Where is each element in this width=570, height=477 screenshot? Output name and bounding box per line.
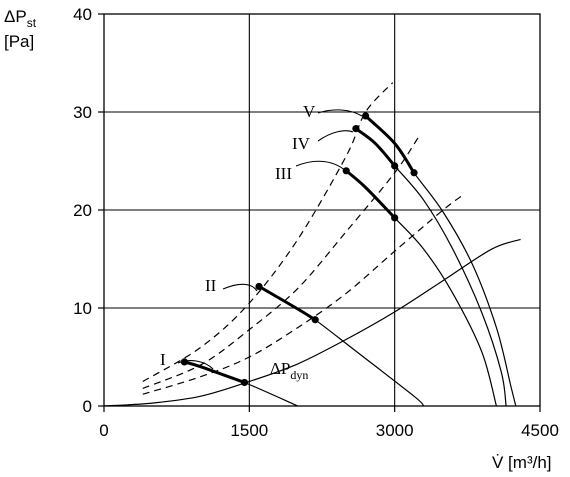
operating-point: [352, 125, 360, 133]
x-tick-label: 3000: [376, 421, 414, 440]
operating-point: [255, 282, 263, 291]
fan-curve-label-V: V: [303, 102, 316, 121]
dynamic-pressure-subscript: dyn: [290, 368, 308, 382]
operating-point: [391, 214, 399, 222]
leader-line: [317, 130, 354, 142]
operating-point: [410, 169, 418, 177]
tick-labels: 0 1500 3000 4500 0 10 20 30 40: [73, 5, 559, 440]
y-tick-label: 0: [83, 397, 92, 416]
operating-point: [180, 358, 189, 366]
operating-point: [362, 112, 370, 120]
x-axis-label: V̇ [m³/h]: [492, 453, 552, 472]
system-curve: [142, 194, 463, 395]
operating-range-IV: [355, 127, 396, 167]
fan-curves: [180, 112, 517, 407]
leader-line: [317, 109, 363, 117]
fan-curve-IV: [355, 128, 507, 407]
leader-line: [295, 160, 349, 174]
y-axis-subscript: st: [27, 16, 37, 30]
y-tick-label: 10: [73, 299, 92, 318]
operating-point: [391, 162, 399, 170]
x-tick-label: 1500: [230, 421, 268, 440]
y-tick-label: 40: [73, 5, 92, 24]
y-axis-label: ΔPst: [4, 7, 37, 30]
fan-curve-II: [258, 285, 425, 407]
dynamic-pressure-line: [103, 238, 521, 407]
x-tick-label: 0: [99, 421, 108, 440]
dynamic-pressure-curve: [103, 238, 521, 407]
fan-curve-III: [345, 170, 497, 407]
leader-line: [222, 283, 258, 292]
fan-curve-label-III: III: [275, 164, 292, 183]
operating-range-II: [258, 285, 316, 322]
system-curves: [142, 82, 463, 395]
operating-point: [240, 378, 249, 387]
fan-curve-label-I: I: [160, 350, 166, 369]
fan-curve-label-IV: IV: [292, 134, 311, 153]
dynamic-pressure-symbol: ΔP: [270, 359, 290, 378]
operating-point: [311, 316, 319, 324]
grid-lines: [104, 14, 540, 406]
dynamic-pressure-label: ΔPdyn: [270, 359, 308, 382]
operating-range-V: [364, 114, 416, 174]
system-curve: [142, 136, 420, 389]
y-axis-unit: [Pa]: [4, 32, 34, 51]
axes: [98, 13, 541, 412]
y-tick-label: 30: [73, 103, 92, 122]
y-tick-label: 20: [73, 201, 92, 220]
y-axis-symbol: ΔP: [4, 7, 27, 26]
leader-line: [177, 360, 214, 370]
operating-range-III: [345, 169, 396, 219]
fan-curve-label-II: II: [205, 276, 217, 295]
x-tick-label: 4500: [521, 421, 559, 440]
